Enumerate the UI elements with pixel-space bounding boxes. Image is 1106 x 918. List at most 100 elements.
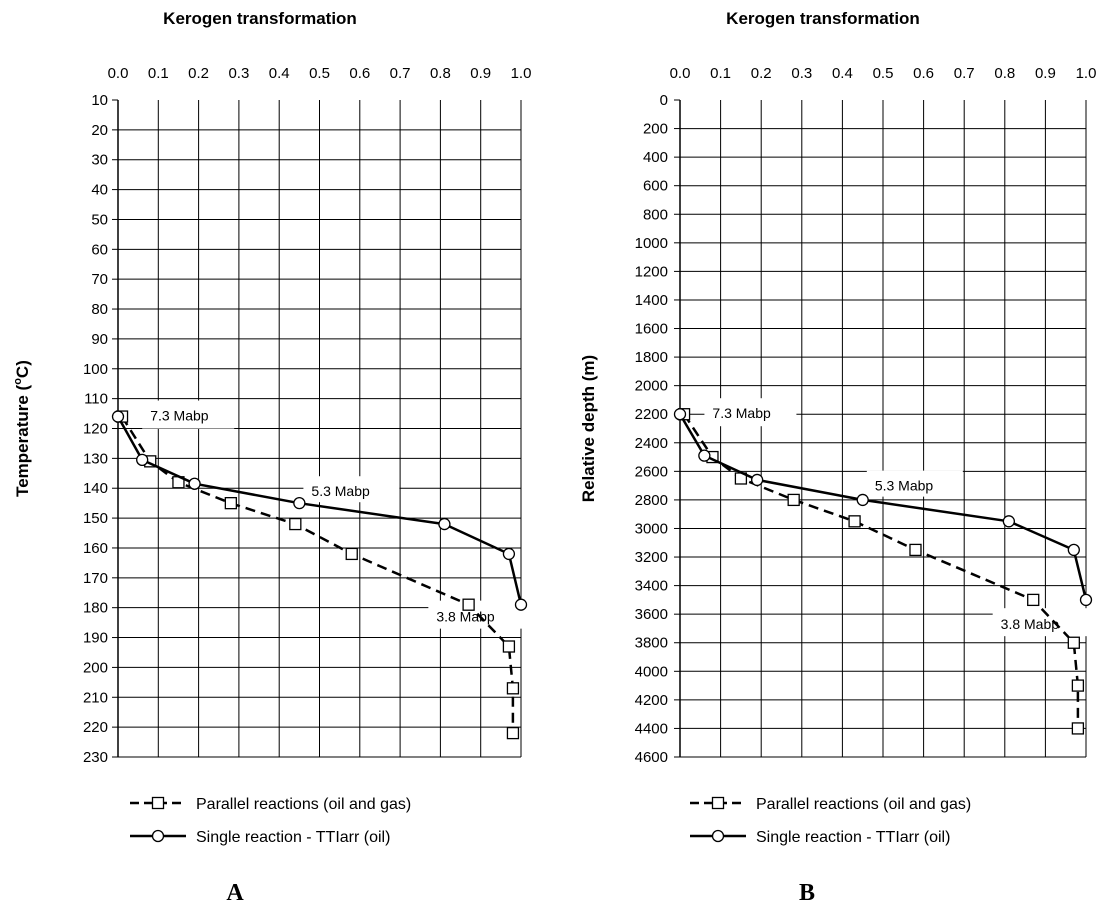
x-tick-label: 0.1 bbox=[148, 65, 169, 82]
data-point-circle bbox=[856, 493, 869, 507]
y-tick-label: 70 bbox=[91, 271, 108, 288]
data-point-circle bbox=[111, 410, 125, 423]
data-point-square bbox=[848, 515, 861, 528]
x-tick-label: 0.6 bbox=[913, 65, 934, 82]
y-tick-label: 1600 bbox=[635, 321, 668, 338]
y-tick-label: 180 bbox=[83, 600, 108, 617]
data-point-square bbox=[345, 547, 358, 561]
y-tick-label: 3000 bbox=[635, 520, 668, 537]
y-tick-label: 40 bbox=[91, 182, 108, 199]
annotation-label: 5.3 Mabp bbox=[875, 478, 934, 494]
y-tick-label: 230 bbox=[83, 749, 108, 766]
data-point-square bbox=[289, 517, 302, 531]
legend-label: Single reaction - TTIarr (oil) bbox=[196, 829, 390, 846]
annotation-background bbox=[992, 608, 1091, 637]
y-tick-label: 3600 bbox=[635, 606, 668, 623]
legend-marker-square bbox=[711, 796, 725, 810]
x-tick-label: 0.1 bbox=[710, 65, 731, 82]
x-tick-label: 0.3 bbox=[228, 65, 249, 82]
y-tick-label: 3800 bbox=[635, 635, 668, 652]
x-tick-label: 0.0 bbox=[108, 65, 129, 82]
series-line-parallel-reactions bbox=[120, 415, 515, 734]
data-point-square bbox=[1027, 593, 1040, 607]
annotation-background bbox=[704, 398, 797, 427]
data-point-circle bbox=[188, 477, 201, 490]
y-tick-label: 4200 bbox=[635, 692, 668, 709]
x-tick-label: 0.8 bbox=[430, 65, 451, 82]
x-tick-label: 0.9 bbox=[1035, 65, 1056, 82]
data-point-square bbox=[224, 497, 237, 510]
y-tick-label: 170 bbox=[83, 570, 108, 587]
data-point-square bbox=[462, 598, 475, 611]
x-tick-label: 0.5 bbox=[309, 65, 330, 82]
annotation-background bbox=[142, 400, 235, 429]
data-point-circle bbox=[293, 497, 306, 510]
data-point-square bbox=[1071, 722, 1085, 735]
x-tick-label: 0.5 bbox=[873, 65, 894, 82]
y-tick-label: 220 bbox=[83, 719, 108, 736]
data-point-circle bbox=[502, 547, 516, 561]
y-tick-label: 4000 bbox=[635, 663, 668, 680]
panel-label: B bbox=[799, 880, 815, 906]
data-point-square bbox=[1067, 636, 1080, 649]
data-point-square bbox=[787, 493, 800, 507]
data-point-circle bbox=[750, 473, 764, 487]
data-point-circle bbox=[1079, 593, 1093, 607]
y-tick-label: 2000 bbox=[635, 378, 668, 395]
data-point-square bbox=[909, 543, 922, 557]
x-tick-label: 0.8 bbox=[994, 65, 1015, 82]
chart-title: Kerogen transformation bbox=[163, 9, 357, 28]
y-tick-label: 120 bbox=[83, 421, 108, 438]
y-tick-label: 3400 bbox=[635, 578, 668, 595]
annotation-label: 3.8 Mabp bbox=[1001, 616, 1060, 632]
y-tick-label: 50 bbox=[91, 211, 108, 228]
chart-title: Kerogen transformation bbox=[726, 9, 920, 28]
y-tick-label: 100 bbox=[83, 361, 108, 378]
y-tick-label: 110 bbox=[84, 391, 108, 408]
x-tick-label: 0.3 bbox=[791, 65, 812, 82]
data-point-square bbox=[506, 726, 520, 740]
x-tick-label: 0.4 bbox=[832, 65, 853, 82]
y-tick-label: 200 bbox=[83, 659, 108, 676]
legend-label: Parallel reactions (oil and gas) bbox=[196, 796, 411, 813]
y-tick-label: 1800 bbox=[635, 349, 668, 366]
y-tick-label: 80 bbox=[91, 301, 108, 318]
legend-marker-circle bbox=[151, 829, 165, 843]
legend-label: Single reaction - TTIarr (oil) bbox=[756, 829, 950, 846]
y-tick-label: 150 bbox=[83, 510, 108, 527]
y-axis-label: Relative depth (m) bbox=[579, 355, 598, 502]
y-tick-label: 20 bbox=[91, 122, 108, 139]
y-tick-label: 190 bbox=[83, 630, 108, 647]
annotation-background bbox=[866, 470, 963, 497]
y-tick-label: 90 bbox=[91, 331, 108, 348]
y-tick-label: 1200 bbox=[635, 263, 668, 280]
y-tick-label: 210 bbox=[83, 689, 108, 706]
chart-panel-b: Kerogen transformation 0.0 0.1 0.2 0.3 0.4 0.5… bbox=[579, 9, 1096, 906]
data-point-circle bbox=[673, 408, 687, 421]
y-tick-label: 4400 bbox=[635, 720, 668, 737]
y-tick-label: 2200 bbox=[635, 406, 668, 423]
x-tick-label: 0.0 bbox=[670, 65, 691, 82]
annotation-label: 7.3 Mabp bbox=[150, 408, 209, 424]
data-point-square bbox=[502, 640, 516, 653]
x-tick-label: 0.4 bbox=[269, 65, 290, 82]
data-point-circle bbox=[514, 598, 528, 611]
chart-panel-a: Kerogen transformation 0.0 0.1 0.2 0.3 0.4 0.5… bbox=[12, 9, 531, 906]
y-tick-label: 10 bbox=[91, 92, 108, 109]
y-tick-label: 2800 bbox=[635, 492, 668, 509]
y-tick-label: 3200 bbox=[635, 549, 668, 566]
y-tick-label: 2400 bbox=[635, 435, 668, 452]
y-tick-label: 600 bbox=[643, 178, 668, 195]
data-point-circle bbox=[698, 449, 711, 462]
data-point-circle bbox=[438, 517, 451, 531]
x-tick-label: 0.9 bbox=[470, 65, 491, 82]
y-tick-label: 4600 bbox=[635, 749, 668, 766]
annotation-label: 3.8 Mabp bbox=[436, 609, 495, 625]
y-tick-label: 30 bbox=[91, 152, 108, 169]
data-point-circle bbox=[1002, 515, 1016, 528]
x-tick-label: 0.6 bbox=[349, 65, 370, 82]
data-point-circle bbox=[136, 453, 149, 467]
y-tick-label: 0 bbox=[660, 92, 668, 109]
y-tick-label: 1000 bbox=[635, 235, 668, 252]
